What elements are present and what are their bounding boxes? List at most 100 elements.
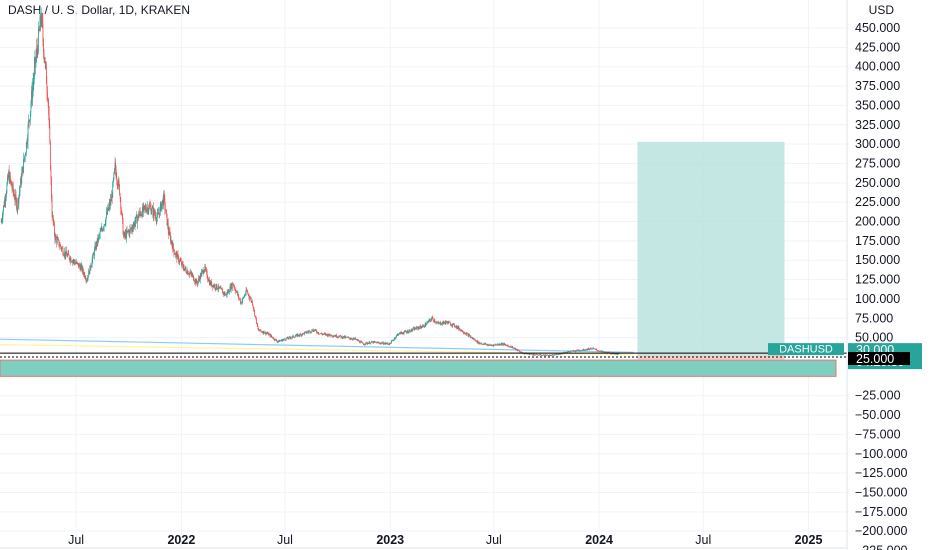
y-tick-label: 75.000 bbox=[855, 311, 893, 325]
candle-body bbox=[400, 332, 402, 335]
candle-body bbox=[132, 229, 134, 230]
candle-body bbox=[595, 349, 597, 350]
candle-body bbox=[193, 275, 194, 281]
candle-body bbox=[407, 330, 409, 333]
candle-body bbox=[121, 211, 123, 214]
candle-body bbox=[598, 350, 600, 352]
candle-body bbox=[552, 354, 554, 356]
candle-body bbox=[524, 353, 526, 355]
candle-body bbox=[270, 335, 272, 337]
candle-body bbox=[558, 353, 560, 355]
time-axis[interactable]: Jul 2022 Jul 2023 Jul 2024 Jul 2025 bbox=[68, 533, 822, 547]
candle-body bbox=[74, 262, 76, 264]
candle-body bbox=[190, 272, 192, 274]
candle-body bbox=[571, 350, 573, 352]
candle-body bbox=[475, 340, 477, 342]
candle-body bbox=[94, 249, 95, 257]
candle-body bbox=[320, 333, 322, 334]
position-zones[interactable] bbox=[0, 141, 837, 377]
candle-body bbox=[61, 248, 63, 250]
candle-body bbox=[242, 297, 244, 299]
candle-body bbox=[191, 273, 193, 276]
candle-body bbox=[425, 323, 427, 326]
candle-body bbox=[292, 335, 294, 337]
long-position-stop-zone[interactable] bbox=[637, 355, 785, 360]
candle-body bbox=[77, 263, 79, 267]
candle-body bbox=[554, 354, 555, 356]
candle-body bbox=[19, 191, 20, 196]
candle-body bbox=[24, 155, 26, 157]
candle-body bbox=[36, 48, 38, 50]
candle-body bbox=[453, 323, 455, 325]
candle-body bbox=[267, 332, 269, 334]
candle-body bbox=[394, 337, 396, 339]
candle-body bbox=[153, 209, 155, 217]
candle-body bbox=[115, 163, 116, 171]
candle-body bbox=[263, 331, 265, 334]
price-levels[interactable] bbox=[0, 352, 847, 358]
candle-body bbox=[451, 324, 453, 326]
candle-body bbox=[446, 322, 448, 324]
candle-body bbox=[42, 23, 44, 40]
y-tick-label: −125.000 bbox=[855, 466, 908, 480]
candle-body bbox=[477, 341, 479, 344]
candle-body bbox=[611, 353, 613, 355]
candle-body bbox=[69, 258, 71, 261]
candle-body bbox=[566, 352, 568, 353]
y-tick-label: 350.000 bbox=[855, 98, 900, 112]
candle-body bbox=[209, 279, 210, 285]
candle-body bbox=[26, 142, 28, 145]
candle-body bbox=[230, 284, 232, 290]
candle-body bbox=[599, 351, 601, 352]
support-zone[interactable] bbox=[0, 359, 837, 377]
candle-body bbox=[19, 187, 21, 192]
candle-body bbox=[305, 331, 307, 334]
candle-body bbox=[499, 343, 500, 345]
candle-body bbox=[503, 343, 505, 346]
candle-body bbox=[71, 261, 72, 263]
candle-body bbox=[187, 270, 189, 275]
candle-body bbox=[180, 261, 182, 262]
candle-body bbox=[120, 198, 122, 209]
candle-body bbox=[604, 351, 606, 353]
y-tick-label: 200.000 bbox=[855, 215, 900, 229]
candle-body bbox=[261, 331, 262, 332]
candle-body bbox=[186, 272, 187, 274]
candle-body bbox=[209, 281, 211, 285]
candle-body bbox=[225, 294, 227, 295]
candle-body bbox=[222, 290, 223, 294]
candle-body bbox=[531, 353, 532, 355]
moving-average-line bbox=[0, 338, 634, 353]
y-tick-label: −50.000 bbox=[855, 408, 901, 422]
long-position-target-zone[interactable] bbox=[637, 141, 785, 356]
level-price-value: 25.000 bbox=[856, 352, 894, 366]
candle-body bbox=[181, 262, 183, 265]
candle-body bbox=[583, 349, 585, 351]
candle-body bbox=[432, 318, 434, 321]
candle-body bbox=[511, 346, 513, 348]
candle-body bbox=[406, 331, 408, 333]
candle-body bbox=[593, 348, 595, 350]
candle-body bbox=[210, 281, 212, 286]
candle-body bbox=[116, 180, 118, 185]
candle-body bbox=[84, 277, 86, 279]
candle-body bbox=[131, 227, 133, 230]
candle-body bbox=[381, 343, 383, 344]
candle-body bbox=[82, 267, 84, 273]
candle-body bbox=[380, 342, 382, 344]
candle-body bbox=[298, 335, 300, 337]
candle-body bbox=[171, 243, 173, 249]
candle-body bbox=[348, 337, 349, 338]
candle-body bbox=[25, 142, 27, 153]
candle-body bbox=[435, 322, 437, 324]
candle-body bbox=[461, 330, 463, 331]
price-axis[interactable]: 450.000 425.000 400.000 375.000 350.000 325.0… bbox=[855, 21, 908, 550]
candle-body bbox=[40, 22, 42, 24]
candle-body bbox=[43, 39, 44, 54]
candle-body bbox=[297, 334, 298, 337]
candle-body bbox=[297, 334, 299, 337]
candle-body bbox=[233, 284, 234, 286]
candle-body bbox=[249, 296, 250, 299]
